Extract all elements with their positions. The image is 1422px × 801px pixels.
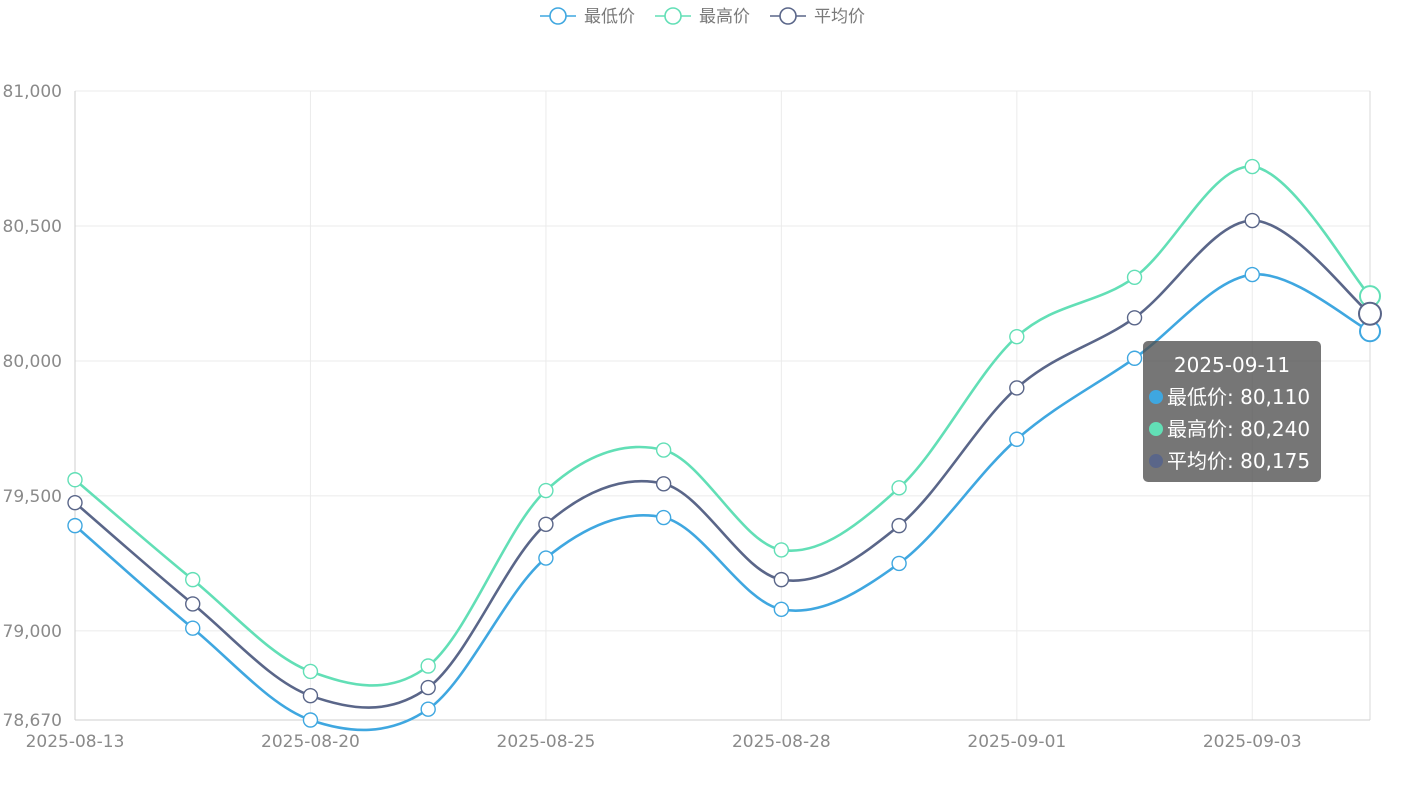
x-tick-label: 2025-08-28 [732, 732, 831, 752]
data-point-low[interactable] [420, 701, 436, 717]
data-point-avg[interactable] [1009, 380, 1025, 396]
data-point-low[interactable] [891, 555, 907, 572]
legend-item-high[interactable]: 最高价 [655, 7, 750, 27]
legend-label-low: 最低价 [584, 7, 635, 27]
series-line-avg [74, 219, 1371, 709]
data-point-high[interactable] [1244, 158, 1260, 175]
data-point-low[interactable] [185, 620, 201, 636]
data-point-high[interactable] [655, 442, 672, 458]
legend-marker-circle [779, 7, 797, 25]
data-point-high[interactable] [302, 663, 319, 680]
data-point-low[interactable] [67, 517, 83, 534]
data-point-avg[interactable] [1126, 310, 1143, 326]
data-point-low[interactable] [538, 550, 554, 566]
tooltip-title: 2025-09-11 [1173, 353, 1291, 377]
tooltip-low-value: 最低价: 80,110 [1167, 385, 1311, 409]
x-tick-label: 2025-09-01 [967, 732, 1066, 752]
y-tick-label: 78,670 [3, 711, 62, 731]
data-point-avg[interactable] [420, 679, 436, 696]
x-tick-label: 2025-08-13 [26, 732, 125, 752]
x-tick-label: 2025-08-25 [497, 732, 596, 752]
data-point-high[interactable] [1009, 328, 1025, 345]
data-point-high[interactable] [891, 480, 907, 496]
legend-item-low[interactable]: 最低价 [540, 7, 635, 27]
data-point-low[interactable] [773, 601, 790, 618]
legend-label-avg: 平均价 [814, 7, 865, 27]
tooltip-avg-value: 平均价: 80,175 [1167, 449, 1311, 473]
data-point-high[interactable] [67, 472, 83, 488]
data-point-high[interactable] [185, 571, 201, 588]
data-point-high[interactable] [1126, 269, 1143, 285]
tooltip-avg-marker [1149, 454, 1163, 468]
data-point-low[interactable] [1009, 431, 1025, 447]
data-point-low[interactable] [1244, 266, 1260, 283]
tooltip-high-marker [1149, 422, 1163, 436]
legend-label-high: 最高价 [699, 7, 750, 27]
tooltip-high-value: 最高价: 80,240 [1167, 417, 1311, 441]
data-point-low[interactable] [1126, 350, 1143, 366]
y-tick-label: 79,500 [3, 487, 62, 507]
data-point-avg[interactable] [891, 517, 907, 534]
data-point-avg[interactable] [773, 571, 790, 588]
legend-item-avg[interactable]: 平均价 [770, 7, 865, 27]
tooltip-row-avg: 平均价: 80,175 [1149, 445, 1315, 477]
y-tick-label: 81,000 [3, 82, 62, 102]
tooltip-row-high: 最高价: 80,240 [1149, 413, 1315, 445]
data-point-avg[interactable] [1358, 301, 1382, 326]
data-point-avg[interactable] [67, 494, 83, 511]
data-point-avg[interactable] [538, 516, 554, 532]
y-tick-label: 80,500 [3, 217, 62, 237]
data-point-avg[interactable] [1244, 212, 1260, 229]
tooltip-low-marker [1149, 390, 1163, 404]
data-point-low[interactable] [655, 509, 672, 526]
series-line-high [74, 165, 1371, 687]
tooltip-row-low: 最低价: 80,110 [1149, 381, 1315, 413]
data-points [67, 158, 1382, 728]
series-lines [74, 165, 1371, 732]
legend-marker-circle [664, 7, 682, 25]
series-line-low [74, 273, 1371, 732]
y-tick-label: 79,000 [3, 622, 62, 642]
data-point-high[interactable] [773, 542, 790, 558]
x-tick-label: 2025-08-20 [261, 732, 360, 752]
data-point-avg[interactable] [302, 688, 319, 704]
x-tick-label: 2025-09-03 [1203, 732, 1302, 752]
data-point-low[interactable] [302, 712, 319, 728]
y-tick-label: 80,000 [3, 352, 62, 372]
data-point-high[interactable] [420, 658, 436, 674]
data-point-avg[interactable] [655, 476, 672, 492]
legend-marker-circle [549, 7, 567, 25]
axes: 81,00080,50080,00079,50079,00078,6702025… [3, 82, 1370, 752]
legend[interactable]: 最低价 最高价 平均价 [540, 7, 865, 27]
data-point-high[interactable] [538, 482, 554, 499]
tooltip: 2025-09-11 最低价: 80,110 最高价: 80,240 平均价: … [1143, 341, 1321, 482]
data-point-avg[interactable] [185, 596, 201, 612]
